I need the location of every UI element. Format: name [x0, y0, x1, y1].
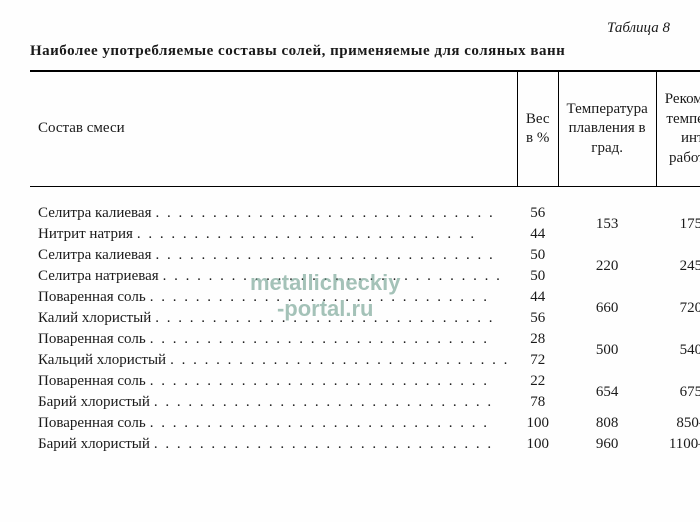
- leader-dots: . . . . . . . . . . . . . . . . . . . . …: [133, 226, 509, 243]
- leader-dots: . . . . . . . . . . . . . . . . . . . . …: [150, 394, 509, 411]
- leader-dots: . . . . . . . . . . . . . . . . . . . . …: [150, 436, 509, 453]
- melting-cell: 500: [558, 329, 656, 371]
- table-caption: Наиболее употребляемые составы солей, пр…: [30, 43, 670, 60]
- component-name-cell: Барий хлористый . . . . . . . . . . . . …: [30, 434, 517, 455]
- weight-cell: 22: [517, 371, 558, 392]
- salt-composition-table: Состав смеси Вес в % Температура плавлен…: [30, 70, 700, 455]
- component-name-cell: Нитрит натрия . . . . . . . . . . . . . …: [30, 224, 517, 245]
- component-name-cell: Поваренная соль . . . . . . . . . . . . …: [30, 371, 517, 392]
- weight-cell: 28: [517, 329, 558, 350]
- component-name-cell: Селитра калиевая . . . . . . . . . . . .…: [30, 245, 517, 266]
- leader-dots: . . . . . . . . . . . . . . . . . . . . …: [159, 268, 510, 285]
- document-wrapper: Таблица 8 Наиболее употребляемые составы…: [30, 20, 670, 455]
- range-cell: 1100—1350: [656, 434, 700, 455]
- weight-cell: 100: [517, 413, 558, 434]
- table-row: Поваренная соль . . . . . . . . . . . . …: [30, 413, 700, 434]
- range-cell: 175— 500: [656, 203, 700, 245]
- weight-cell: 44: [517, 224, 558, 245]
- component-name: Поваренная соль: [38, 331, 146, 348]
- range-cell: 850—1100: [656, 413, 700, 434]
- table-row: Селитра калиевая . . . . . . . . . . . .…: [30, 203, 700, 224]
- table-row: Поваренная соль . . . . . . . . . . . . …: [30, 287, 700, 308]
- melting-cell: 153: [558, 203, 656, 245]
- range-cell: 540— 870: [656, 329, 700, 371]
- leader-dots: . . . . . . . . . . . . . . . . . . . . …: [151, 205, 509, 222]
- component-name-cell: Барий хлористый . . . . . . . . . . . . …: [30, 392, 517, 413]
- component-name: Кальций хлористый: [38, 352, 166, 369]
- melting-cell: 808: [558, 413, 656, 434]
- leader-dots: . . . . . . . . . . . . . . . . . . . . …: [146, 331, 510, 348]
- header-weight: Вес в %: [517, 71, 558, 187]
- table-row: Поваренная соль . . . . . . . . . . . . …: [30, 329, 700, 350]
- leader-dots: . . . . . . . . . . . . . . . . . . . . …: [151, 247, 509, 264]
- component-name-cell: Поваренная соль . . . . . . . . . . . . …: [30, 329, 517, 350]
- leader-dots: . . . . . . . . . . . . . . . . . . . . …: [151, 310, 509, 327]
- weight-cell: 100: [517, 434, 558, 455]
- table-row: Селитра калиевая . . . . . . . . . . . .…: [30, 245, 700, 266]
- component-name: Барий хлористый: [38, 436, 150, 453]
- table-body: Селитра калиевая . . . . . . . . . . . .…: [30, 187, 700, 456]
- weight-cell: 72: [517, 350, 558, 371]
- range-cell: 675— 900: [656, 371, 700, 413]
- leader-dots: . . . . . . . . . . . . . . . . . . . . …: [146, 289, 510, 306]
- melting-cell: 220: [558, 245, 656, 287]
- weight-cell: 50: [517, 266, 558, 287]
- weight-cell: 50: [517, 245, 558, 266]
- component-name: Нитрит натрия: [38, 226, 133, 243]
- component-name: Селитра калиевая: [38, 247, 151, 264]
- component-name-cell: Поваренная соль . . . . . . . . . . . . …: [30, 413, 517, 434]
- table-row: Барий хлористый . . . . . . . . . . . . …: [30, 434, 700, 455]
- weight-cell: 44: [517, 287, 558, 308]
- component-name: Селитра калиевая: [38, 205, 151, 222]
- weight-cell: 78: [517, 392, 558, 413]
- range-cell: 245— 500: [656, 245, 700, 287]
- melting-cell: 654: [558, 371, 656, 413]
- component-name-cell: Селитра натриевая . . . . . . . . . . . …: [30, 266, 517, 287]
- component-name-cell: Калий хлористый . . . . . . . . . . . . …: [30, 308, 517, 329]
- component-name-cell: Поваренная соль . . . . . . . . . . . . …: [30, 287, 517, 308]
- header-range: Рекомендуемые температурные интервалы ра…: [656, 71, 700, 187]
- leader-dots: . . . . . . . . . . . . . . . . . . . . …: [166, 352, 509, 369]
- table-number: Таблица 8: [30, 20, 670, 37]
- table-row: Поваренная соль . . . . . . . . . . . . …: [30, 371, 700, 392]
- component-name: Селитра натриевая: [38, 268, 159, 285]
- component-name: Калий хлористый: [38, 310, 151, 327]
- component-name: Барий хлористый: [38, 394, 150, 411]
- leader-dots: . . . . . . . . . . . . . . . . . . . . …: [146, 373, 510, 390]
- component-name: Поваренная соль: [38, 289, 146, 306]
- header-melting: Температура плавления в град.: [558, 71, 656, 187]
- component-name: Поваренная соль: [38, 373, 146, 390]
- component-name-cell: Селитра калиевая . . . . . . . . . . . .…: [30, 203, 517, 224]
- weight-cell: 56: [517, 203, 558, 224]
- melting-cell: 660: [558, 287, 656, 329]
- header-composition: Состав смеси: [30, 71, 517, 187]
- header-row: Состав смеси Вес в % Температура плавлен…: [30, 71, 700, 187]
- range-cell: 720— 900: [656, 287, 700, 329]
- leader-dots: . . . . . . . . . . . . . . . . . . . . …: [146, 415, 510, 432]
- weight-cell: 56: [517, 308, 558, 329]
- melting-cell: 960: [558, 434, 656, 455]
- component-name: Поваренная соль: [38, 415, 146, 432]
- component-name-cell: Кальций хлористый . . . . . . . . . . . …: [30, 350, 517, 371]
